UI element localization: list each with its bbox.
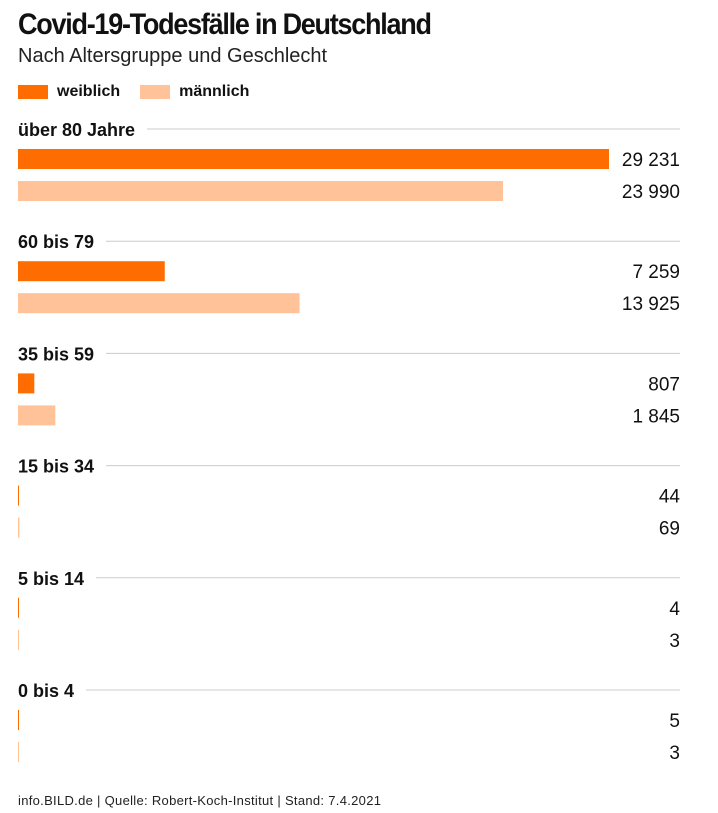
source-footer: info.BILD.de | Quelle: Robert-Koch-Insti… bbox=[18, 793, 382, 808]
group-4-bar-weiblich bbox=[18, 597, 19, 618]
group-2-value-weiblich: 807 bbox=[648, 374, 680, 395]
group-3-bar-maennlich bbox=[18, 517, 20, 538]
chart-subtitle: Nach Altersgruppe und Geschlecht bbox=[18, 45, 328, 67]
group-5-value-maennlich: 3 bbox=[669, 743, 680, 764]
legend-swatch-weiblich bbox=[18, 85, 48, 99]
legend-item-maennlich: männlich bbox=[140, 83, 249, 101]
legend-item-weiblich: weiblich bbox=[18, 83, 120, 101]
group-1-bar-weiblich bbox=[18, 261, 165, 282]
group-1-value-maennlich: 13 925 bbox=[622, 294, 680, 315]
legend-label-weiblich: weiblich bbox=[57, 83, 121, 100]
group-5-value-weiblich: 5 bbox=[669, 711, 680, 732]
group-5-bar-weiblich bbox=[18, 710, 19, 730]
group-0-bar-weiblich bbox=[18, 149, 609, 169]
group-3-bar-weiblich bbox=[18, 485, 19, 506]
group-2-value-maennlich: 1 845 bbox=[632, 406, 680, 427]
legend-label-maennlich: männlich bbox=[179, 83, 250, 100]
group-0-value-weiblich: 29 231 bbox=[622, 150, 680, 171]
group-1-bar-maennlich bbox=[18, 293, 300, 314]
chart-title: Covid-19-Todesfälle in Deutschland bbox=[18, 8, 432, 41]
group-4-value-maennlich: 3 bbox=[669, 631, 680, 652]
group-5-bar-maennlich bbox=[18, 742, 19, 762]
group-2-label: 35 bis 59 bbox=[18, 344, 94, 364]
group-3-value-maennlich: 69 bbox=[659, 519, 680, 540]
legend: weiblich männlich bbox=[18, 82, 269, 102]
group-3-value-weiblich: 44 bbox=[659, 487, 681, 508]
legend-swatch-maennlich bbox=[140, 85, 171, 99]
group-2-bar-weiblich bbox=[18, 373, 35, 394]
group-0-label: über 80 Jahre bbox=[18, 120, 135, 140]
group-1-value-weiblich: 7 259 bbox=[632, 262, 680, 283]
group-4-bar-maennlich bbox=[18, 629, 19, 650]
group-1-label: 60 bis 79 bbox=[18, 232, 94, 252]
group-0-bar-maennlich bbox=[18, 181, 504, 201]
group-5-label: 0 bis 4 bbox=[18, 681, 74, 701]
group-2-bar-maennlich bbox=[18, 405, 56, 426]
group-4-value-weiblich: 4 bbox=[669, 599, 680, 620]
group-0-value-maennlich: 23 990 bbox=[622, 182, 680, 203]
group-4-label: 5 bis 14 bbox=[18, 569, 84, 589]
group-3-label: 15 bis 34 bbox=[18, 457, 94, 477]
